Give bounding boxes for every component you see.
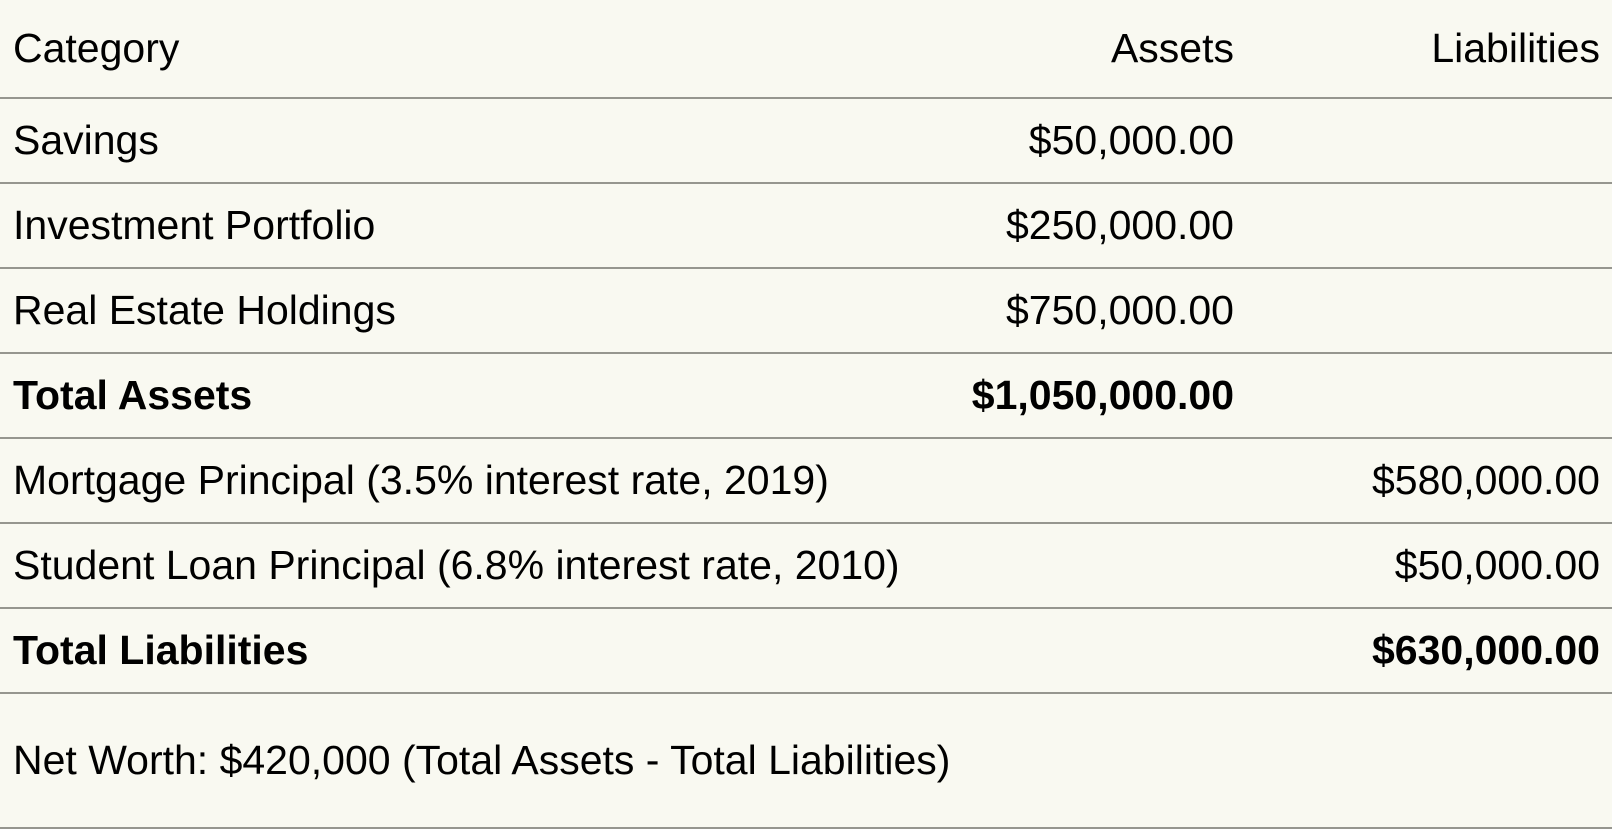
cell-assets	[934, 438, 1234, 523]
cell-category: Mortgage Principal (3.5% interest rate, …	[13, 457, 829, 503]
cell-assets: $1,050,000.00	[971, 372, 1234, 418]
cell-assets: $750,000.00	[1005, 287, 1234, 333]
cell-category: Investment Portfolio	[13, 202, 376, 248]
cell-liabilities	[1234, 98, 1612, 183]
bottom-margin	[0, 829, 1612, 835]
table-row-total-assets: Total Assets $1,050,000.00	[0, 353, 1612, 438]
net-worth-summary: Net Worth: $420,000 (Total Assets - Tota…	[0, 694, 1612, 829]
header-category: Category	[13, 25, 180, 71]
net-worth-table: Category Assets Liabilities Savings $50,…	[0, 0, 1612, 693]
cell-assets: $250,000.00	[1005, 202, 1234, 248]
table-row: Investment Portfolio $250,000.00	[0, 183, 1612, 268]
net-worth-summary-text: Net Worth: $420,000 (Total Assets - Tota…	[13, 737, 951, 783]
table-row: Student Loan Principal (6.8% interest ra…	[0, 523, 1612, 608]
cell-category: Savings	[13, 117, 159, 163]
cell-liabilities	[1234, 268, 1612, 353]
cell-liabilities: $630,000.00	[1371, 627, 1600, 673]
header-liabilities: Liabilities	[1431, 25, 1600, 71]
table-row: Savings $50,000.00	[0, 98, 1612, 183]
table-row-total-liabilities: Total Liabilities $630,000.00	[0, 608, 1612, 693]
cell-liabilities: $580,000.00	[1371, 457, 1600, 503]
header-assets: Assets	[1110, 25, 1234, 71]
cell-liabilities: $50,000.00	[1394, 542, 1600, 588]
cell-assets	[934, 523, 1234, 608]
cell-assets	[934, 608, 1234, 693]
cell-category: Total Liabilities	[13, 627, 309, 673]
cell-assets: $50,000.00	[1028, 117, 1234, 163]
table-header-row: Category Assets Liabilities	[0, 0, 1612, 98]
table-row: Mortgage Principal (3.5% interest rate, …	[0, 438, 1612, 523]
cell-category: Total Assets	[13, 372, 253, 418]
cell-liabilities	[1234, 183, 1612, 268]
cell-category: Real Estate Holdings	[13, 287, 396, 333]
cell-category: Student Loan Principal (6.8% interest ra…	[13, 542, 900, 588]
cell-liabilities	[1234, 353, 1612, 438]
table-row: Real Estate Holdings $750,000.00	[0, 268, 1612, 353]
